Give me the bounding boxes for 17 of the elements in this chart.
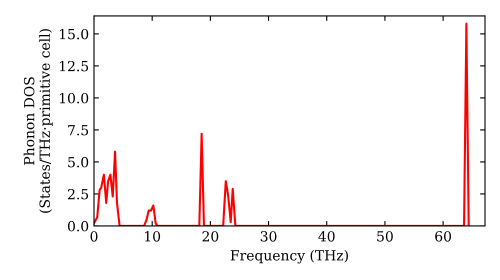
y-axis-title: Phonon DOS (States/THz·primitive cell) bbox=[24, 29, 53, 213]
x-tick-label: 60 bbox=[435, 231, 452, 242]
x-tick-label: 50 bbox=[377, 231, 393, 242]
y-tick-label: 2.5 bbox=[68, 188, 88, 200]
x-tick-label: 20 bbox=[202, 231, 218, 242]
y-tick-label: 5.0 bbox=[68, 156, 88, 168]
x-tick-label: 10 bbox=[145, 231, 160, 242]
x-tick-label: 30 bbox=[260, 231, 276, 242]
y-tick-label: 7.5 bbox=[68, 125, 88, 136]
y-tick-label: 12.5 bbox=[60, 60, 88, 72]
line-series bbox=[94, 22, 470, 226]
x-tick-label: 40 bbox=[318, 231, 335, 242]
y-tick-label: 15.0 bbox=[60, 28, 88, 40]
x-tick-label: 0 bbox=[90, 231, 98, 242]
x-axis-title: Frequency (THz) bbox=[230, 250, 348, 264]
y-tick-label: 10.0 bbox=[60, 92, 88, 104]
y-tick-label: 0.0 bbox=[68, 220, 88, 232]
